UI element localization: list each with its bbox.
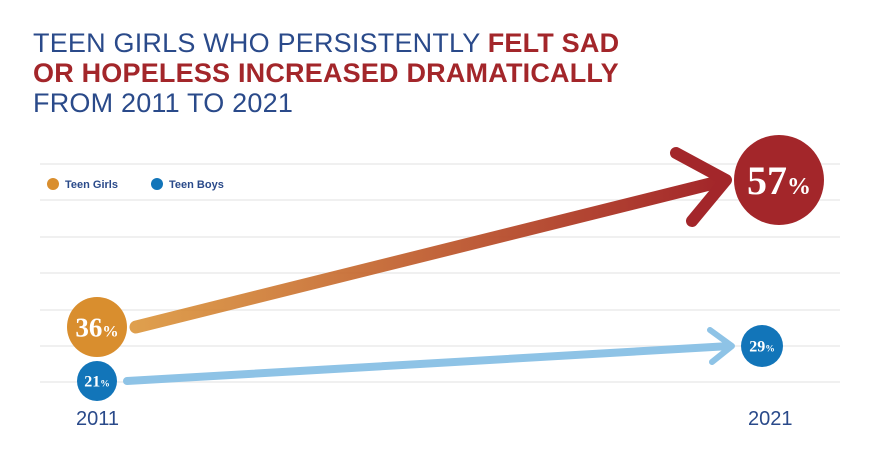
boys-2021-bubble bbox=[741, 325, 783, 367]
girls-2021-bubble bbox=[734, 135, 824, 225]
title-part-3: FROM 2011 TO 2021 bbox=[33, 88, 294, 118]
legend-label-0: Teen Girls bbox=[65, 179, 118, 191]
chart-title: TEEN GIRLS WHO PERSISTENTLY FELT SAD OR … bbox=[33, 28, 633, 118]
title-highlight: OR HOPELESS INCREASED DRAMATICALLY bbox=[33, 58, 619, 88]
x-label-2021: 2021 bbox=[748, 408, 793, 430]
girls-arrowhead bbox=[670, 147, 732, 227]
legend-marker-1 bbox=[151, 178, 163, 190]
girls-trend-arrow bbox=[129, 175, 725, 334]
boys-trend-arrow bbox=[123, 342, 734, 385]
x-label-2011: 2011 bbox=[76, 408, 120, 430]
girls-2011-bubble bbox=[67, 297, 127, 357]
boys-2021-bubble-label: 29% bbox=[749, 339, 775, 356]
boys-2011-bubble bbox=[77, 361, 117, 401]
boys-arrowhead bbox=[707, 327, 735, 365]
legend-marker-0 bbox=[47, 178, 59, 190]
legend-label-1: Teen Boys bbox=[169, 179, 224, 191]
boys-2011-bubble-label: 21% bbox=[84, 374, 110, 391]
title-part-1: TEEN GIRLS WHO PERSISTENTLY FELT SAD bbox=[33, 28, 620, 58]
